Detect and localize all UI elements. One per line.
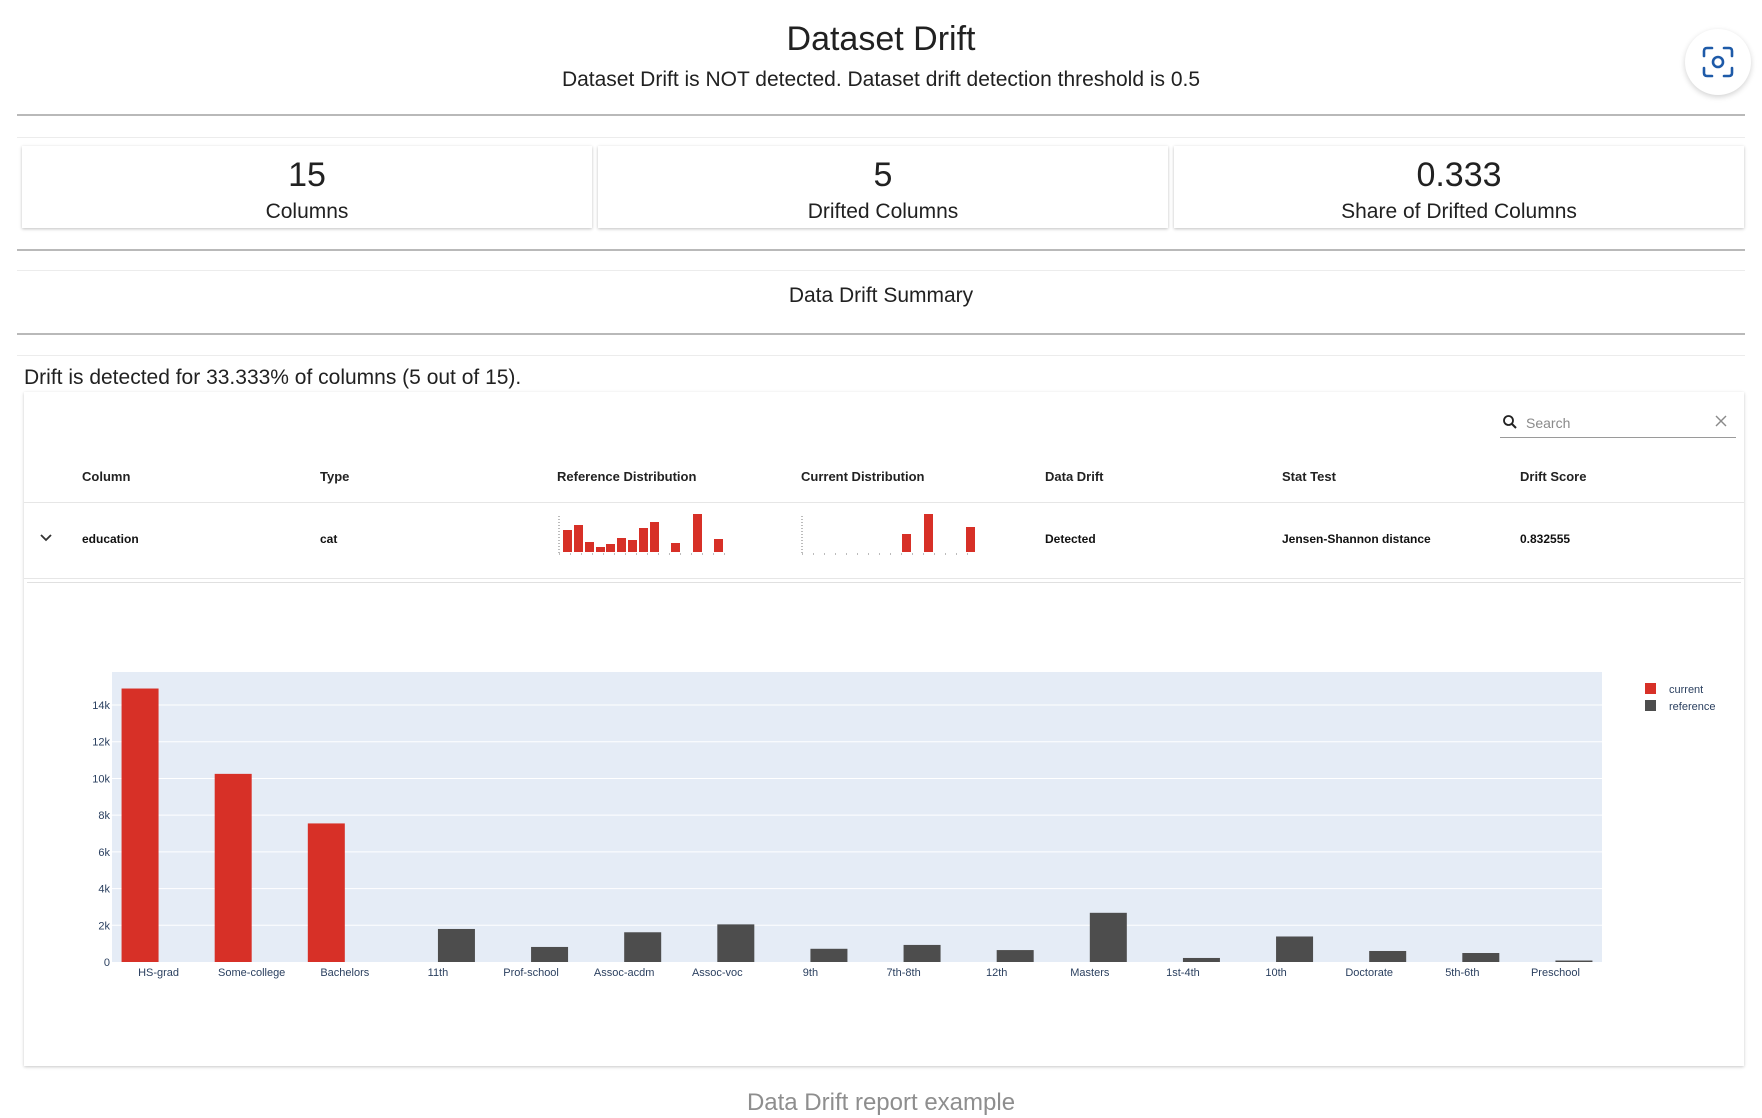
header-type[interactable]: Type <box>320 469 350 484</box>
metric-cards: 15 Columns 5 Drifted Columns 0.333 Share… <box>22 146 1744 230</box>
bar-reference-10th[interactable] <box>1276 936 1314 962</box>
bar-reference-7th-8th[interactable] <box>903 944 941 962</box>
card-share-drifted: 0.333 Share of Drifted Columns <box>1174 146 1744 228</box>
bar-reference-Assoc-voc[interactable] <box>717 924 755 962</box>
drift-table: Column Type Reference Distribution Curre… <box>24 392 1744 1066</box>
header-reference-distribution[interactable]: Reference Distribution <box>557 469 697 484</box>
x-tick-label: Doctorate <box>1345 967 1393 979</box>
card-label: Columns <box>265 200 349 223</box>
bar-reference-Prof-school[interactable] <box>531 946 569 962</box>
x-tick-label: Assoc-acdm <box>594 967 655 979</box>
cell-stat-test: Jensen-Shannon distance <box>1282 532 1431 546</box>
bar-reference-12th[interactable] <box>996 950 1034 962</box>
header-drift-score[interactable]: Drift Score <box>1520 469 1587 484</box>
card-columns: 15 Columns <box>22 146 592 228</box>
x-tick-label: Assoc-voc <box>692 967 743 979</box>
x-tick-label: 7th-8th <box>886 967 920 979</box>
page-subtitle: Dataset Drift is NOT detected. Dataset d… <box>561 68 1201 91</box>
section-title: Data Drift Summary <box>788 284 974 307</box>
screenshot-icon <box>1702 46 1734 78</box>
search-icon <box>1503 415 1517 429</box>
plot-area <box>112 672 1602 962</box>
current-distribution-sparkline <box>801 514 975 555</box>
x-tick-label: 1st-4th <box>1166 967 1200 979</box>
cell-data-drift: Detected <box>1045 532 1096 546</box>
row-divider <box>24 502 1744 503</box>
header-stat-test[interactable]: Stat Test <box>1282 469 1336 484</box>
legend-swatch-current <box>1645 683 1656 694</box>
page-title: Dataset Drift <box>786 20 976 58</box>
card-label: Share of Drifted Columns <box>1341 200 1577 223</box>
y-tick-label: 12k <box>92 737 110 749</box>
bar-reference-1st-4th[interactable] <box>1182 957 1220 962</box>
card-label: Drifted Columns <box>807 200 959 223</box>
cell-drift-score: 0.832555 <box>1520 532 1571 546</box>
bar-current-Bachelors[interactable] <box>307 823 345 962</box>
legend-swatch-reference <box>1645 700 1656 711</box>
cell-type: cat <box>320 532 338 546</box>
card-value: 15 <box>288 156 326 194</box>
header-column[interactable]: Column <box>82 469 131 484</box>
reference-distribution-sparkline <box>558 514 731 555</box>
y-tick-label: 2k <box>98 920 110 932</box>
y-tick-label: 8k <box>98 810 110 822</box>
clear-icon[interactable] <box>1714 414 1728 428</box>
card-value: 5 <box>873 156 893 194</box>
x-tick-label: 12th <box>986 967 1007 979</box>
bar-reference-Preschool[interactable] <box>1555 960 1593 962</box>
bar-reference-9th[interactable] <box>810 948 848 962</box>
search-box <box>1500 410 1736 438</box>
x-tick-label: HS-grad <box>138 967 179 979</box>
x-tick-label: 5th-6th <box>1445 967 1479 979</box>
x-tick-label: 9th <box>803 967 818 979</box>
divider <box>17 137 1745 138</box>
x-tick-label: Masters <box>1070 967 1110 979</box>
y-tick-label: 6k <box>98 847 110 859</box>
search-input[interactable] <box>1526 412 1706 434</box>
legend-label-current[interactable]: current <box>1669 684 1703 696</box>
y-tick-label: 0 <box>104 957 110 969</box>
y-tick-label: 4k <box>98 884 110 896</box>
education-distribution-chart: 0 2k 4k 6k 8k 10k 12k 14k HS-grad Some-college Bac… <box>27 582 1741 1064</box>
header-current-distribution[interactable]: Current Distribution <box>801 469 925 484</box>
bar-reference-5th-6th[interactable] <box>1462 953 1500 962</box>
caption: Data Drift report example <box>746 1089 1016 1116</box>
y-tick-label: 14k <box>92 700 110 712</box>
x-tick-label: Bachelors <box>320 967 369 979</box>
card-drifted-columns: 5 Drifted Columns <box>598 146 1168 228</box>
cell-column: education <box>82 532 139 546</box>
divider <box>17 249 1745 251</box>
row-divider <box>24 578 1744 579</box>
divider <box>17 333 1745 335</box>
drift-summary-text: Drift is detected for 33.333% of columns… <box>24 366 522 389</box>
legend-label-reference[interactable]: reference <box>1669 701 1715 713</box>
bar-reference-Assoc-acdm[interactable] <box>624 932 662 962</box>
bar-chart: 0 2k 4k 6k 8k 10k 12k 14k HS-grad Some-college Bac… <box>92 672 1715 979</box>
y-tick-label: 10k <box>92 773 110 785</box>
expand-chevron-icon[interactable] <box>36 528 56 548</box>
dataset-drift-header: Dataset Drift Dataset Drift is NOT detec… <box>17 8 1751 116</box>
x-tick-label: Some-college <box>218 967 285 979</box>
header-data-drift[interactable]: Data Drift <box>1045 469 1104 484</box>
divider <box>17 355 1745 356</box>
bar-reference-11th[interactable] <box>437 928 475 962</box>
x-tick-label: Preschool <box>1531 967 1580 979</box>
bar-current-HS-grad[interactable] <box>121 688 159 962</box>
bar-reference-Masters[interactable] <box>1089 912 1127 962</box>
x-tick-label: 10th <box>1265 967 1286 979</box>
screenshot-button[interactable] <box>1685 29 1751 95</box>
divider <box>17 270 1745 271</box>
bar-current-Some-college[interactable] <box>214 773 252 962</box>
x-tick-label: Prof-school <box>503 967 559 979</box>
bar-reference-Doctorate[interactable] <box>1369 950 1407 962</box>
card-value: 0.333 <box>1416 156 1502 194</box>
x-tick-label: 11th <box>428 967 449 979</box>
